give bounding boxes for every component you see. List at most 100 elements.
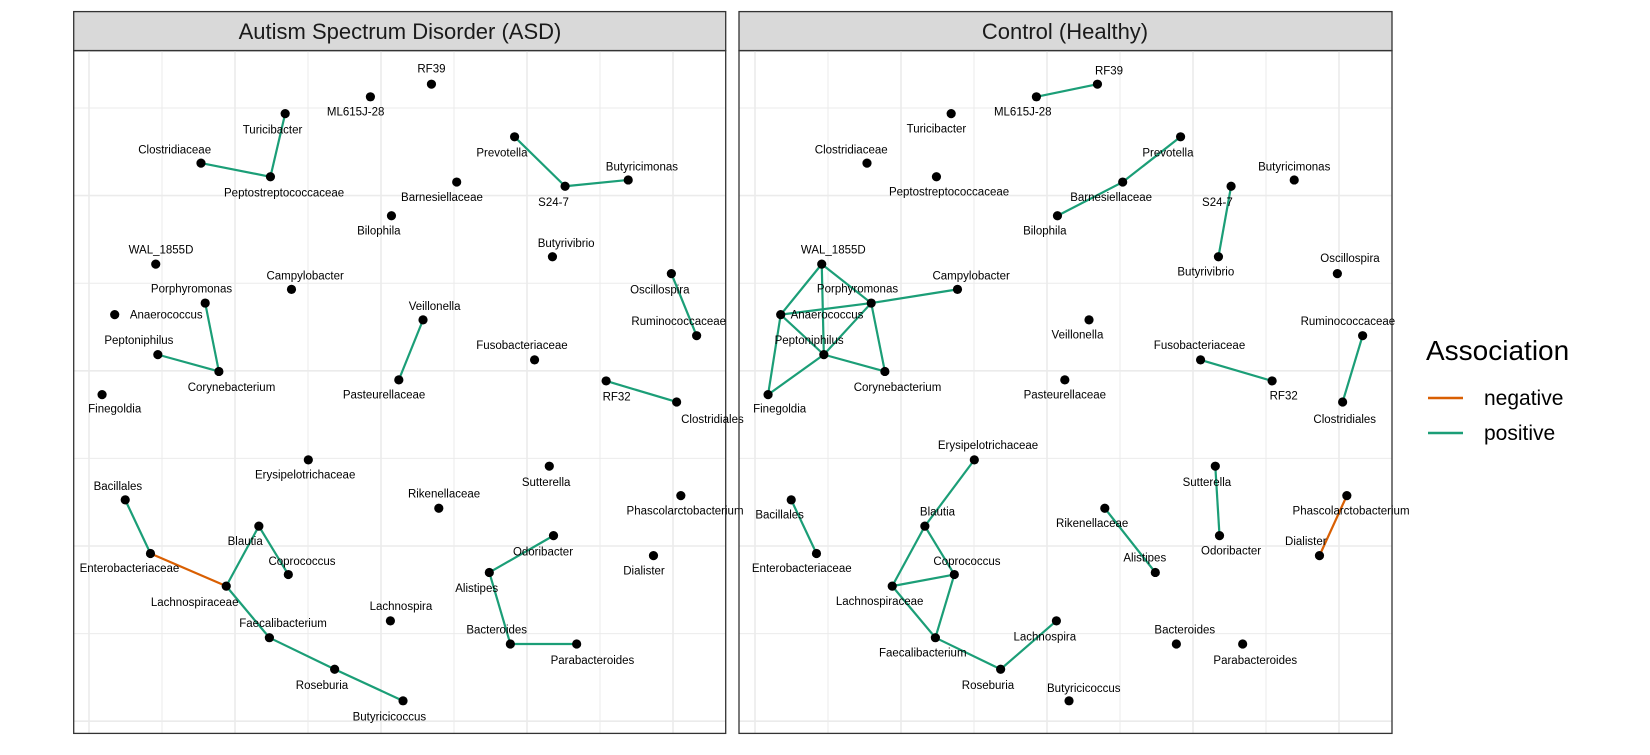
- node: [949, 569, 959, 580]
- node: [1267, 376, 1277, 386]
- node: [996, 664, 1006, 674]
- node: [601, 376, 611, 386]
- node: [1060, 375, 1070, 385]
- node: [887, 581, 897, 591]
- edge-positive: [871, 288, 958, 305]
- node: [214, 366, 224, 377]
- edge-negative: [150, 552, 227, 588]
- node-label: Faecalibacterium: [879, 647, 967, 659]
- grid: [739, 51, 1392, 733]
- node: [1175, 132, 1186, 142]
- node-label: Butyricimonas: [606, 161, 678, 173]
- node: [811, 548, 822, 559]
- edge-positive: [334, 668, 404, 702]
- node: [264, 633, 274, 643]
- node: [1338, 397, 1348, 407]
- node-label: Clostridiaceae: [815, 144, 888, 156]
- node-label: RF32: [1270, 391, 1298, 403]
- node-label: Butyricicoccus: [353, 712, 427, 724]
- node-label: Ruminococcaceae: [1301, 316, 1396, 328]
- node-label: Clostridiales: [681, 414, 744, 426]
- node: [97, 390, 107, 400]
- node: [110, 310, 120, 320]
- node: [1195, 355, 1206, 365]
- edge-positive: [934, 574, 956, 639]
- edge-positive: [1217, 186, 1233, 257]
- node-label: Odoribacter: [513, 546, 573, 558]
- node-label: Fusobacteriaceae: [476, 340, 567, 352]
- edge-positive: [1036, 83, 1098, 98]
- edge-positive: [892, 573, 955, 588]
- legend-label-positive: positive: [1484, 422, 1555, 445]
- panel-asd: Autism Spectrum Disorder (ASD) RF39 ML615…: [73, 10, 744, 735]
- node-label: WAL_1855D: [129, 244, 194, 256]
- node: [398, 696, 408, 706]
- node-label: Bacillales: [94, 481, 143, 493]
- node-label: Lachnospira: [1013, 632, 1076, 644]
- node: [1289, 175, 1299, 185]
- edge-positive: [779, 263, 823, 316]
- node-label: Dialister: [623, 565, 665, 577]
- grid: [73, 51, 726, 733]
- edge-positive: [1056, 181, 1124, 217]
- node-label: Fusobacteriaceae: [1154, 340, 1245, 352]
- node-label: Barnesiellaceae: [401, 192, 483, 204]
- node: [547, 252, 558, 262]
- node-label: Blautia: [920, 506, 956, 518]
- panel-control: Control (Healthy) RF39 ML615J-28 Turicibac…: [738, 10, 1410, 735]
- node: [1226, 181, 1236, 191]
- edge-positive: [1200, 358, 1273, 382]
- node-label: Phascolarctobacterium: [627, 505, 744, 517]
- node: [1210, 461, 1220, 471]
- node: [1214, 531, 1225, 541]
- node: [1051, 616, 1062, 626]
- node: [394, 375, 404, 385]
- edge-positive: [934, 636, 1002, 671]
- edge-positive: [225, 525, 260, 587]
- edge-positive: [821, 263, 872, 304]
- edge-positive: [397, 319, 425, 381]
- node-label: ML615J-28: [994, 107, 1052, 119]
- node: [452, 177, 462, 187]
- node: [509, 132, 520, 142]
- node-label: Turicibacter: [243, 124, 303, 136]
- node: [151, 259, 161, 269]
- node: [386, 211, 397, 221]
- node: [1118, 177, 1128, 187]
- node-label: Alistipes: [455, 583, 498, 595]
- edge-positive: [891, 585, 937, 639]
- legend-title: Association: [1426, 335, 1569, 366]
- node: [692, 331, 702, 341]
- node-label: Enterobacteriaceae: [752, 563, 852, 575]
- node-label: ML615J-28: [327, 107, 385, 119]
- edge-positive: [157, 353, 220, 373]
- node: [1100, 503, 1110, 513]
- node-label: Finegoldia: [88, 403, 142, 415]
- edge-positive: [780, 301, 872, 316]
- node-label: Barnesiellaceae: [1070, 192, 1152, 204]
- node-label: Coprococcus: [268, 556, 335, 568]
- edge-positive: [923, 459, 976, 527]
- node: [544, 461, 554, 471]
- node-label: Lachnospiraceae: [836, 596, 924, 608]
- node-label: Roseburia: [296, 680, 349, 692]
- edge-positive: [124, 499, 152, 554]
- node-label: Veillonella: [1052, 330, 1104, 342]
- edge-positive: [891, 525, 926, 587]
- node-label: Peptostreptococcaceae: [889, 187, 1009, 199]
- node: [931, 172, 942, 182]
- edge-positive: [767, 353, 825, 396]
- edge-positive: [488, 572, 512, 645]
- node-label: Peptoniphilus: [775, 335, 844, 347]
- node: [254, 521, 264, 531]
- node-label: WAL_1855D: [801, 244, 866, 256]
- legend-label-negative: negative: [1484, 387, 1563, 410]
- edge-positive: [1341, 335, 1364, 403]
- node: [969, 455, 979, 465]
- node: [952, 284, 963, 294]
- edge-positive: [823, 353, 886, 373]
- node: [819, 350, 829, 360]
- node-label: RF39: [1095, 66, 1123, 78]
- node-label: Erysipelotrichaceae: [938, 440, 1038, 452]
- node-label: S24-7: [1202, 197, 1233, 209]
